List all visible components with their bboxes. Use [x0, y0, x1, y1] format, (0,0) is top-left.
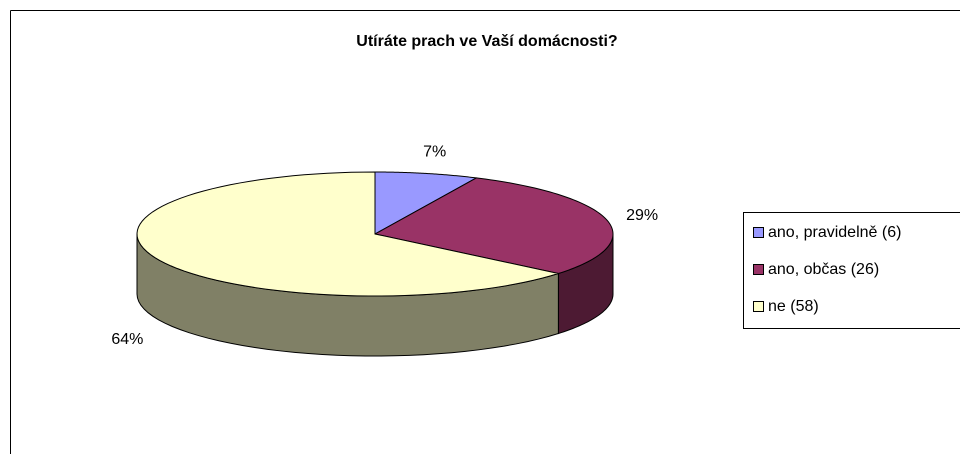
chart-title: Utíráte prach ve Vaší domácnosti?	[356, 33, 617, 50]
slice	[136, 171, 559, 297]
legend-swatch	[753, 301, 764, 312]
data-label: 64%	[111, 331, 143, 348]
slice	[373, 177, 614, 275]
legend-label: ano, pravidelně (6)	[768, 224, 901, 241]
legend-label: ano, občas (26)	[768, 261, 879, 278]
legend-swatch	[753, 227, 764, 238]
legend-label: ne (58)	[768, 298, 819, 315]
data-label: 29%	[626, 207, 658, 224]
data-label: 7%	[423, 144, 446, 161]
legend	[743, 212, 960, 329]
slice	[374, 171, 478, 235]
legend-swatch	[753, 264, 764, 275]
